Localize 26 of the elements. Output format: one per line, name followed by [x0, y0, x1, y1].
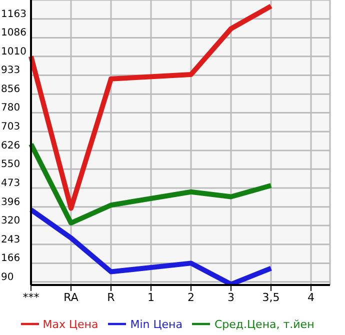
y-tick-label: 320: [1, 215, 20, 226]
x-tick-label: ***: [22, 290, 40, 304]
x-tick-label: 1: [148, 290, 154, 304]
y-tick-label: 1086: [1, 28, 26, 39]
y-tick-label: 703: [1, 122, 20, 133]
y-tick-label: 243: [1, 234, 20, 246]
y-tick-label: 780: [1, 102, 20, 114]
y-tick-label: 473: [1, 178, 20, 189]
x-tick-label: 3: [228, 290, 234, 304]
x-tick-label: 3,5: [262, 290, 280, 304]
x-tick-label: RA: [64, 290, 79, 304]
y-tick-label: 396: [1, 196, 20, 208]
y-tick-label: 933: [1, 65, 20, 76]
y-tick-label: 166: [1, 253, 20, 264]
x-tick-label: 2: [188, 290, 194, 304]
y-tick-label: 1163: [1, 8, 26, 20]
y-tick-label: 90: [1, 272, 14, 283]
legend-label: Сред.Цена, т.йен: [214, 318, 314, 331]
y-tick-label: 626: [1, 140, 20, 152]
y-tick-label: 856: [1, 84, 20, 96]
x-tick-label: 4: [308, 290, 314, 304]
legend-label: Min Цена: [130, 318, 182, 331]
y-tick-label: 550: [1, 159, 20, 170]
x-tick-label: R: [107, 290, 116, 304]
y-tick-label: 1010: [1, 46, 26, 58]
legend-label: Max Цена: [42, 318, 98, 331]
